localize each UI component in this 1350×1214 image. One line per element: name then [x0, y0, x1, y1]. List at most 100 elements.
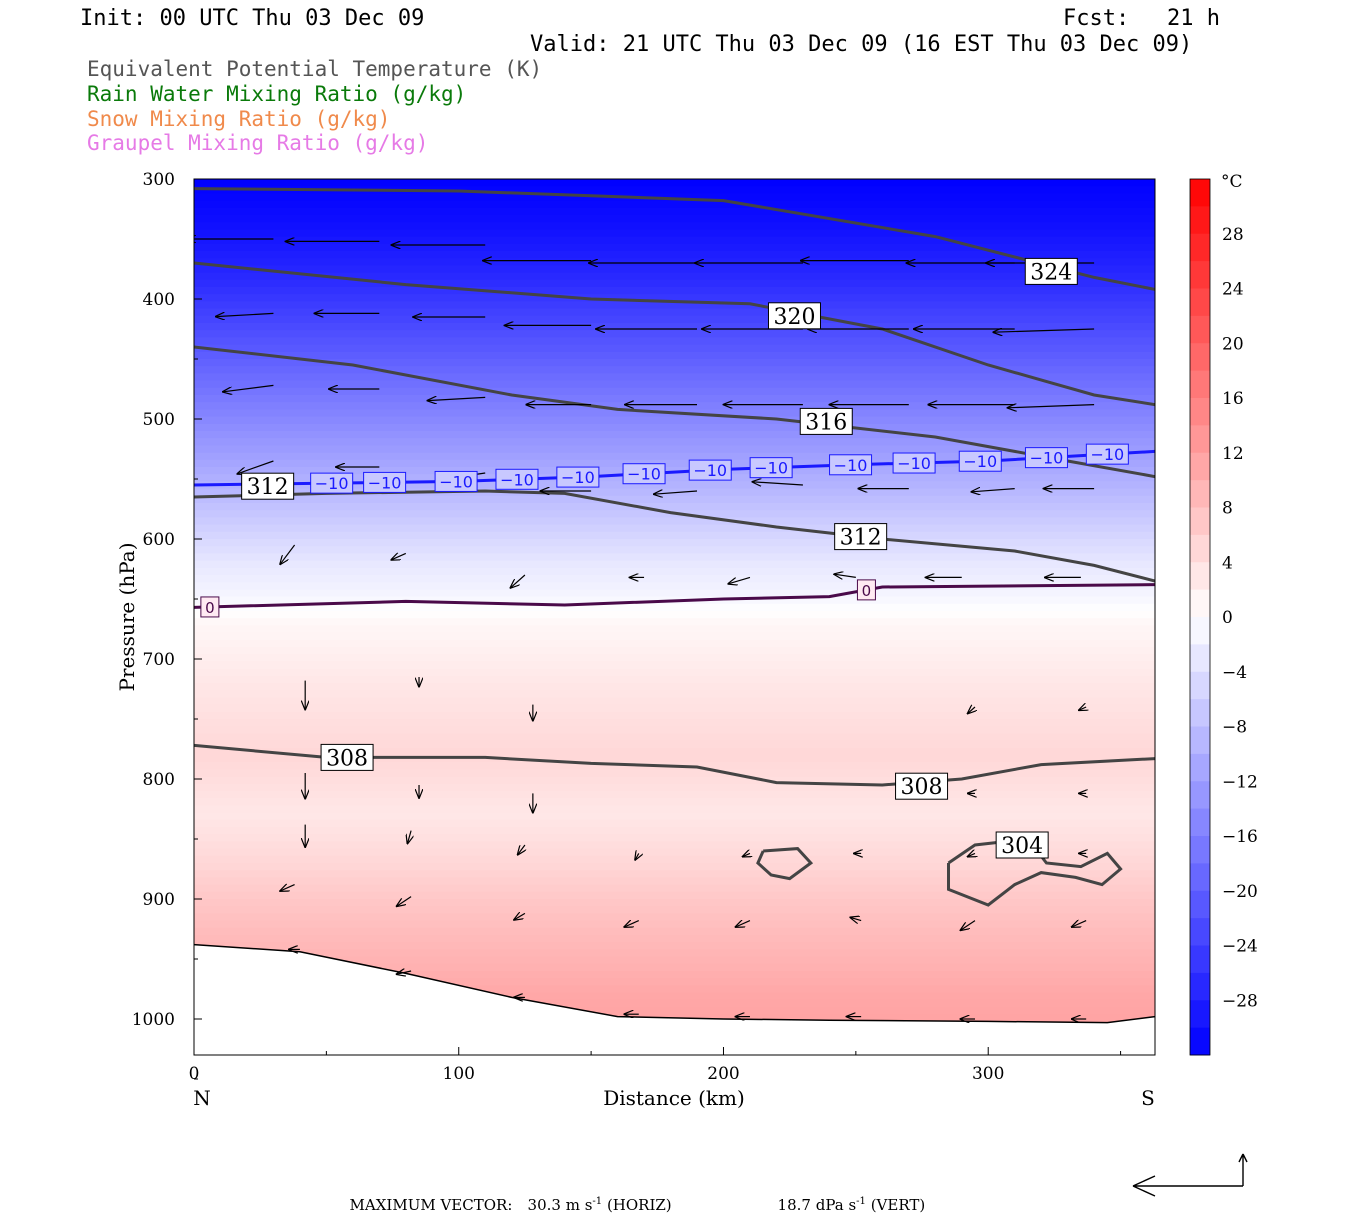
temperature-band: [194, 791, 1155, 799]
colorbar-segment: [1190, 315, 1210, 344]
temperature-band: [194, 855, 1155, 864]
wind-vector: [961, 920, 976, 931]
colorbar-label: −20: [1222, 882, 1258, 902]
temperature-band: [194, 207, 1155, 216]
temperature-band: [194, 222, 1155, 230]
isotherm-minus10-label: −10: [439, 472, 473, 491]
isotherm-minus10-label-box: [310, 472, 354, 494]
temperature-band: [194, 927, 1155, 936]
temperature-band: [194, 668, 1155, 677]
wind-vector: [968, 853, 975, 856]
temperature-band: [194, 654, 1155, 662]
y-tick-label: 900: [143, 890, 175, 910]
legend-snow: Snow Mixing Ratio (g/kg): [87, 107, 391, 131]
vert-tag: (VERT): [870, 1196, 926, 1214]
wind-vector: [428, 397, 486, 400]
colorbar-label: 0: [1222, 608, 1233, 628]
temperature-band: [194, 711, 1155, 720]
y-tick-label: 400: [143, 290, 175, 310]
colorbar-segment: [1190, 507, 1210, 536]
isotherm-minus10-label-box: [892, 452, 936, 474]
theta-e-label-box: [995, 831, 1049, 859]
theta-e-label-box: [767, 302, 821, 330]
temperature-band: [194, 841, 1155, 850]
isotherm-minus10-label: −10: [897, 454, 931, 473]
temperature-band: [194, 323, 1155, 331]
colorbar-segment: [1190, 808, 1210, 837]
colorbar-segment: [1190, 452, 1210, 481]
temperature-band: [194, 704, 1155, 713]
temperature-band: [194, 625, 1155, 634]
temperature-band: [194, 863, 1155, 871]
isotherm-minus10-label-box: [1085, 443, 1129, 465]
colorbar-label: 24: [1222, 280, 1244, 300]
theta-e-label-box: [241, 472, 295, 500]
temperature-band: [194, 877, 1155, 886]
temperature-band: [194, 567, 1155, 576]
axes-layer: 300 400 500 600 700 800 900 1000 0 100 200 300 Dista…: [115, 170, 1155, 1110]
theta-e-contour-304: [756, 847, 814, 881]
wind-vector: [971, 489, 1015, 492]
temperature-band: [194, 229, 1155, 238]
temperature-band: [194, 776, 1155, 785]
colorbar-segment: [1190, 918, 1210, 946]
y-tick-label: 600: [143, 530, 175, 550]
theta-e-contour-324: [194, 187, 1155, 291]
wind-vector: [736, 921, 751, 927]
wind-vector: [728, 576, 751, 583]
isotherm-minus10-label: −10: [368, 473, 402, 492]
temperature-band: [194, 899, 1155, 907]
temperature-band: [194, 783, 1155, 792]
colorbar-segment: [1190, 671, 1210, 700]
colorbar-segment: [1190, 562, 1210, 591]
isotherm-minus10-label: −10: [627, 465, 661, 484]
temperature-band: [194, 330, 1155, 338]
wind-vector: [993, 329, 1095, 332]
wind-vector: [407, 830, 411, 844]
temperature-band: [194, 798, 1155, 806]
isotherm-minus10-label-box: [688, 459, 732, 481]
temperature-band: [194, 236, 1155, 245]
wind-vector: [397, 971, 412, 974]
isotherm-minus10-label-box: [363, 471, 407, 493]
isotherm-minus10-label-box: [958, 450, 1002, 472]
y-tick-label: 800: [143, 770, 175, 790]
temperature-band: [194, 416, 1155, 425]
theta-e-label: 316: [805, 410, 847, 435]
colorbar-label: 4: [1222, 553, 1233, 573]
wind-vector: [834, 574, 856, 577]
colorbar-segment: [1190, 890, 1210, 919]
temperature-band: [194, 402, 1155, 410]
temperature-band: [194, 618, 1155, 626]
max-vector-title: MAXIMUM VECTOR:: [349, 1196, 513, 1214]
colorbar-unit: °C: [1221, 172, 1243, 192]
temperature-band: [194, 697, 1155, 706]
theta-e-label: 320: [773, 305, 815, 330]
temperature-band: [194, 1007, 1155, 1015]
temperature-band: [194, 942, 1155, 950]
isotherm-minus10-label: −10: [315, 474, 349, 493]
y-axis-label: Pressure (hPa): [115, 543, 139, 692]
forecast-hour: 21 h: [1167, 6, 1220, 31]
temperature-band: [194, 380, 1155, 389]
temperature-band: [194, 193, 1155, 202]
temperature-band: [194, 740, 1155, 749]
temperature-band: [194, 294, 1155, 302]
temperature-band: [194, 769, 1155, 778]
colorbar-segment: [1190, 781, 1210, 810]
temperature-band: [194, 179, 1155, 187]
temperature-band: [194, 719, 1155, 727]
temperature-band: [194, 431, 1155, 439]
isotherm-minus10-label-box: [749, 457, 793, 479]
isotherm-minus10-label: −10: [834, 456, 868, 475]
isotherm-0-label-box: [200, 596, 220, 618]
temperature-band: [194, 445, 1155, 454]
temperature-band: [194, 503, 1155, 511]
colorbar-label: −12: [1222, 772, 1258, 792]
temperature-band: [194, 495, 1155, 504]
theta-e-label: 324: [1030, 260, 1072, 285]
legend-rain: Rain Water Mixing Ratio (g/kg): [87, 82, 467, 106]
colorbar-segment: [1190, 425, 1210, 454]
temperature-band: [194, 186, 1155, 194]
temperature-band: [194, 726, 1155, 734]
